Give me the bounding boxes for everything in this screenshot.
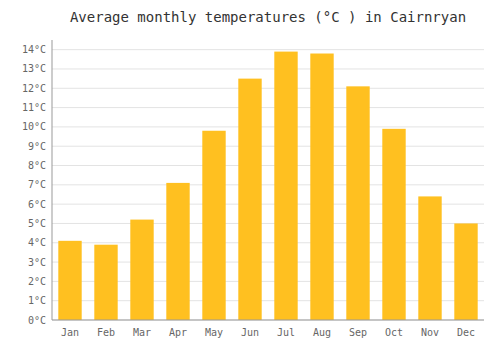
x-tick-label: Aug [313,327,331,338]
y-tick-label: 14°C [22,44,46,55]
x-tick-label: Jun [241,327,259,338]
title: Average monthly temperatures (°C ) in Ca… [70,9,466,25]
bar [238,79,261,320]
y-tick-label: 11°C [22,102,46,113]
grid-line [52,146,484,147]
x-tick-label: Oct [385,327,403,338]
bar [418,196,441,320]
bars [58,52,477,320]
bar [58,241,81,320]
y-tick-label: 3°C [28,257,46,268]
x-tick-label: Mar [133,327,151,338]
x-tick-label: Sep [349,327,367,338]
bar [346,86,369,320]
y-axis-line [52,40,53,320]
grid-line [52,88,484,89]
grid [52,50,484,320]
x-tick-label: Dec [457,327,475,338]
y-tick-label: 0°C [28,315,46,326]
grid-line [52,320,484,321]
y-tick-label: 10°C [22,121,46,132]
grid-line [52,107,484,108]
bar [310,54,333,320]
bar [454,223,477,320]
grid-line [52,126,484,127]
bar [382,129,405,320]
bar [274,52,297,320]
y-tick-label: 9°C [28,141,46,152]
chart: Average monthly temperatures (°C ) in Ca… [0,0,500,350]
y-tick-label: 6°C [28,199,46,210]
bar [202,131,225,320]
y-tick-label: 4°C [28,237,46,248]
grid-line [52,165,484,166]
bar [130,220,153,320]
y-tick-label: 1°C [28,295,46,306]
x-tick-label: May [205,327,223,338]
bar [166,183,189,320]
x-tick-label: Feb [97,327,115,338]
grid-line [52,184,484,185]
y-tick-label: 13°C [22,63,46,74]
y-tick-label: 5°C [28,218,46,229]
x-tick-label: Nov [421,327,439,338]
grid-line [52,68,484,69]
grid-line [52,49,484,50]
x-tick-label: Jan [61,327,79,338]
x-tick-label: Jul [277,327,295,338]
chart-container: Average monthly temperatures (°C ) in Ca… [0,0,500,350]
bar [94,245,117,320]
y-tick-label: 12°C [22,83,46,94]
y-tick-label: 7°C [28,179,46,190]
x-axis-line [52,320,484,321]
y-tick-label: 2°C [28,276,46,287]
x-tick-label: Apr [169,327,187,338]
y-tick-label: 8°C [28,160,46,171]
